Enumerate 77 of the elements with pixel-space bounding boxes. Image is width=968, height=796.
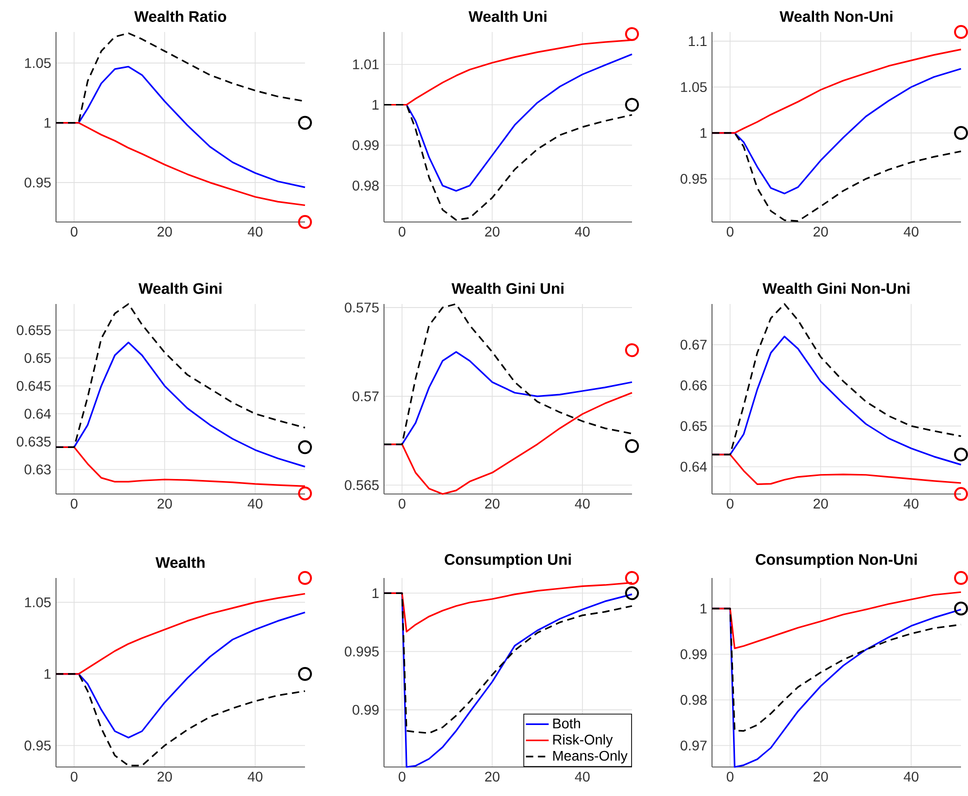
y-tick-label: 1.01 [353,59,379,70]
x-tick-label: 0 [398,498,406,509]
x-tick-label: 0 [70,498,78,509]
x-tick-label: 40 [248,498,262,509]
x-tick-label: 40 [248,226,262,237]
x-tick-label: 0 [398,226,406,237]
x-tick-label: 40 [574,772,590,782]
y-tick-label: 0.99 [680,649,707,660]
y-tick-label: 0.99 [352,140,379,150]
chart-title: Wealth Gini Uni [452,282,564,294]
x-tick-label: 20 [485,498,500,509]
line-series [55,303,306,448]
y-tick-label: 0.65 [680,421,707,432]
y-tick-label: 1.05 [25,597,51,608]
chart-title: Consumption Non-Uni [756,554,917,568]
y-tick-label: 1 [44,118,51,128]
x-tick-label: 0 [726,498,734,509]
y-tick-label: 0.99 [352,704,379,715]
y-tick-label: 0.67 [680,340,707,350]
y-tick-label: 1 [372,100,379,110]
line-series [383,303,633,446]
x-tick-label: 40 [248,772,262,782]
y-tick-label: 0.95 [24,178,51,188]
chart-title: Wealth Non-Uni [780,10,892,22]
y-tick-label: 1 [372,588,379,598]
x-tick-label: 20 [158,772,172,782]
y-tick-label: 0.995 [344,646,379,656]
x-tick-label: 40 [904,498,918,509]
y-tick-label: 0.95 [24,740,51,750]
legend-label: Risk-Only [553,734,613,748]
y-tick-label: 1 [44,669,51,679]
chart-title: Wealth [156,556,205,568]
x-tick-label: 20 [158,226,172,237]
y-tick-label: 1.05 [25,58,51,68]
y-tick-label: 0.64 [24,408,51,419]
legend-label: Both [553,718,580,728]
y-tick-label: 0.565 [344,480,379,490]
chart-title: Consumption Uni [444,554,571,568]
x-tick-label: 0 [70,772,78,782]
y-tick-label: 0.97 [680,740,707,750]
x-tick-label: 20 [485,226,500,237]
x-tick-label: 0 [726,226,734,237]
y-tick-label: 0.655 [16,325,51,336]
y-tick-label: 0.64 [680,462,707,472]
line-series [383,592,633,734]
y-tick-label: 0.66 [680,380,707,390]
y-tick-label: 0.98 [680,694,707,705]
y-tick-label: 0.65 [24,353,51,363]
y-tick-label: 0.645 [16,380,51,391]
x-tick-label: 20 [814,498,828,509]
y-tick-label: 0.98 [352,180,379,191]
chart-title: Wealth Ratio [134,10,226,22]
x-tick-label: 40 [574,498,590,509]
x-tick-label: 0 [726,772,734,782]
y-tick-label: 0.575 [344,302,379,313]
x-tick-label: 40 [574,226,590,237]
y-tick-label: 0.63 [24,464,51,474]
y-tick-label: 1.05 [681,82,707,92]
chart-title: Wealth Gini Non-Uni [762,282,910,294]
x-tick-label: 40 [904,226,918,237]
x-tick-label: 20 [814,226,828,237]
y-tick-label: 0.635 [16,436,51,447]
x-tick-label: 20 [485,772,500,782]
y-tick-label: 1 [700,128,707,138]
x-tick-label: 40 [904,772,918,782]
legend-label: Means-Only [553,750,628,764]
y-tick-label: 0.95 [680,174,707,184]
x-tick-label: 0 [398,772,406,782]
x-tick-label: 20 [158,498,172,509]
x-tick-label: 0 [70,226,78,237]
y-tick-label: 0.57 [352,391,379,402]
x-tick-label: 20 [814,772,828,782]
chart-title: Wealth Gini [138,282,222,294]
y-tick-label: 1 [700,604,707,614]
chart-title: Wealth Uni [468,10,546,22]
y-tick-label: 1.1 [688,36,707,46]
line-series [711,303,962,456]
